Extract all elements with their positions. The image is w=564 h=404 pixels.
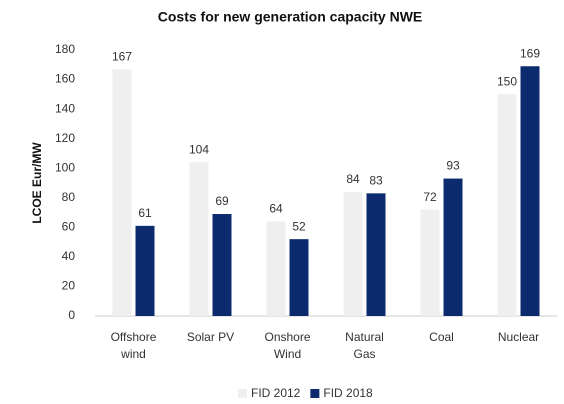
y-tick-label: 160 [55,72,75,86]
data-label: 104 [189,142,209,156]
data-label: 69 [215,194,229,208]
data-label: 167 [112,49,132,63]
data-label: 150 [497,75,517,89]
legend-swatch [238,389,247,398]
x-tick-label: Solar PV [187,330,234,344]
data-label: 169 [520,46,540,60]
data-label: 83 [369,174,383,188]
y-tick-label: 100 [55,160,75,174]
bar [497,94,517,316]
y-tick-label: 80 [62,190,76,204]
legend-swatch [310,389,320,398]
y-tick-label: 0 [68,308,75,322]
data-label: 72 [423,190,437,204]
y-tick-label: 60 [62,220,76,234]
y-tick-label: 120 [55,131,75,145]
y-axis-label: LCOE Eur/MW [30,142,44,224]
bar [289,239,309,316]
bar [212,214,232,316]
bar [520,66,540,316]
bar [443,178,463,316]
y-tick-label: 180 [55,42,75,56]
data-label: 52 [292,219,306,233]
bar [366,193,386,316]
bar [420,209,440,316]
y-tick-label: 40 [62,249,76,263]
data-label: 61 [138,206,152,220]
x-tick-label: Nuclear [498,330,539,344]
bar [112,69,132,316]
data-label: 84 [346,172,360,186]
bar [189,162,209,316]
x-tick-label: Onshore Wind [264,330,310,361]
bar [266,221,286,316]
legend-label: FID 2012 [251,386,301,400]
chart-title: Costs for new generation capacity NWE [158,9,423,25]
y-tick-label: 140 [55,101,75,115]
x-tick-label: Coal [429,330,454,344]
bar [135,225,155,316]
bar [343,191,363,316]
data-label: 64 [269,202,283,216]
x-tick-label: Offshore wind [111,330,157,361]
data-label: 93 [446,159,460,173]
x-tick-label: Natural Gas [345,330,384,361]
y-tick-label: 20 [62,279,76,293]
legend-label: FID 2018 [323,386,373,400]
